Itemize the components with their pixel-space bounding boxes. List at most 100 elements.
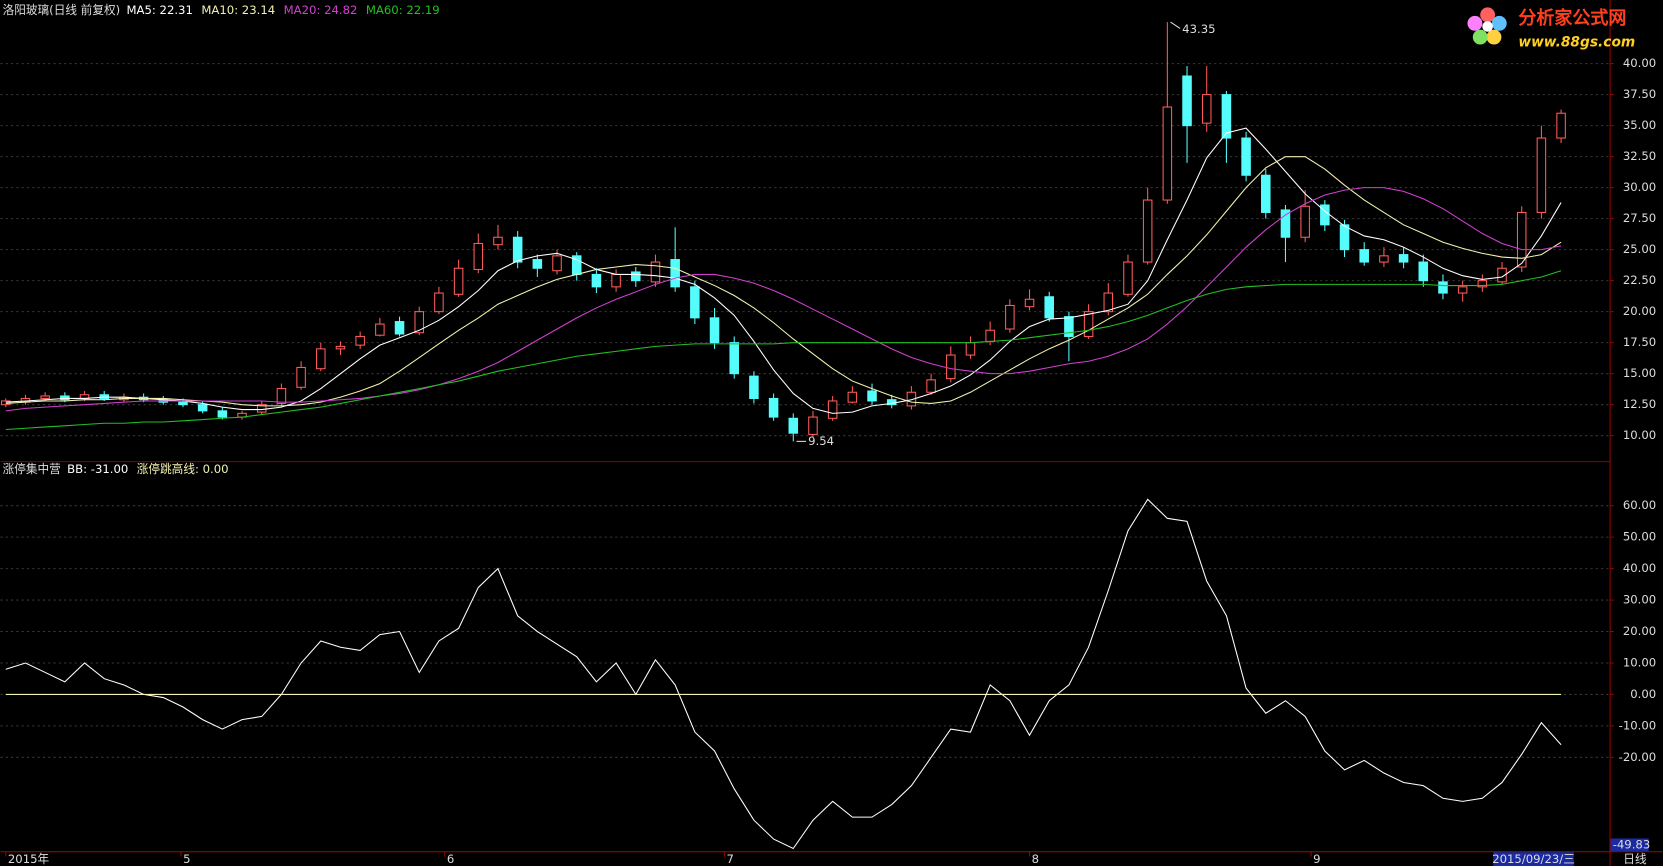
extreme-arrow	[1170, 21, 1181, 29]
candle-body	[1221, 94, 1232, 139]
y-tick-label: 10.00	[1623, 428, 1656, 442]
ma-line	[5, 127, 1562, 414]
ma-line	[5, 270, 1562, 431]
chart-title: 洛阳玻璃(日线 前复权)	[3, 3, 121, 17]
candle-body	[631, 271, 641, 282]
ma-line	[5, 187, 1562, 412]
candle-body	[788, 417, 799, 434]
y-tick-label: 15.00	[1623, 366, 1656, 380]
legend-entry: BB: -31.00	[67, 462, 128, 476]
watermark-url: www.88gs.com	[1518, 34, 1635, 50]
y-tick-label: 17.50	[1623, 335, 1656, 349]
candle-body	[1497, 267, 1507, 283]
candle-body	[532, 259, 543, 269]
y-tick-label: 30.00	[1623, 593, 1656, 607]
candle-body	[434, 292, 444, 313]
candle-body	[1044, 296, 1054, 319]
cursor-date-box	[1493, 852, 1574, 866]
candle-body	[1142, 199, 1153, 263]
candle-body	[1123, 261, 1133, 295]
candle-body	[473, 242, 484, 271]
candle-body	[1418, 261, 1429, 282]
x-tick-label: 9	[1313, 852, 1320, 866]
indicator-title: 涨停集中营	[3, 462, 61, 476]
x-tick-label: 7	[727, 852, 734, 866]
y-tick-label: 40.00	[1623, 56, 1656, 70]
candle-body	[1182, 75, 1192, 127]
candle-body	[552, 255, 562, 272]
candle-body	[60, 395, 70, 401]
candle-body	[1300, 205, 1310, 238]
y-tick-label: 37.50	[1623, 87, 1656, 101]
candle-body	[749, 375, 759, 399]
y-tick-label: 60.00	[1623, 498, 1656, 512]
y-tick-label: 40.00	[1623, 561, 1656, 575]
candle-body	[709, 317, 720, 344]
y-tick-label: 0.00	[1630, 687, 1656, 701]
x-tick-label: 8	[1032, 852, 1039, 866]
candle-body	[1438, 281, 1448, 294]
candle-body	[40, 395, 50, 399]
candle-body	[591, 273, 602, 288]
candle-body	[965, 342, 976, 356]
ma-line	[5, 156, 1562, 407]
y-tick-label: 10.00	[1623, 655, 1656, 669]
y-tick-label: 32.50	[1623, 149, 1656, 163]
legend-entry: MA60: 22.19	[366, 3, 440, 17]
candle-body	[1162, 106, 1173, 201]
axis-min-label: -49.83	[1613, 837, 1651, 851]
y-tick-label: 20.00	[1623, 624, 1656, 638]
indicator-line	[5, 498, 1562, 850]
x-tick-label: 2015年	[8, 852, 50, 866]
candle-body	[1280, 209, 1291, 238]
candle-body	[493, 236, 503, 246]
candle-body	[394, 321, 405, 335]
candle-body	[808, 416, 818, 435]
cursor-date: 2015/09/23/三	[1492, 852, 1575, 866]
candle-body	[906, 391, 917, 407]
y-tick-label: 50.00	[1623, 530, 1656, 544]
period-label: 日线	[1623, 852, 1647, 866]
candle-body	[1457, 286, 1468, 294]
candle-body	[217, 410, 228, 418]
candle-body	[1261, 174, 1271, 213]
y-tick-label: 27.50	[1623, 211, 1656, 225]
candle-body	[375, 323, 385, 336]
candle-body	[1083, 311, 1094, 337]
candle-body	[1064, 316, 1074, 337]
candle-body	[768, 397, 779, 418]
candle-body	[1241, 137, 1251, 176]
extreme-label: 9.54	[808, 434, 834, 448]
logo	[1467, 7, 1507, 45]
candle-body	[1398, 254, 1409, 263]
candle-body	[985, 329, 995, 342]
extreme-label: 43.35	[1182, 22, 1215, 36]
x-tick-label: 5	[183, 852, 190, 866]
x-tick-label: 6	[447, 852, 454, 866]
candle-body	[867, 390, 877, 402]
candle-body	[1359, 249, 1369, 263]
y-tick-label: 35.00	[1623, 118, 1656, 132]
candle-body	[178, 401, 188, 406]
candle-body	[1379, 255, 1389, 263]
y-tick-label: 22.50	[1623, 273, 1656, 287]
candle-body	[670, 259, 680, 288]
legend-entry: MA20: 24.82	[284, 3, 358, 17]
candle-body	[1024, 298, 1035, 308]
candle-body	[316, 348, 326, 370]
candle-body	[690, 286, 700, 319]
candle-body	[1556, 112, 1566, 139]
candle-body	[1339, 224, 1350, 251]
candle-body	[414, 311, 424, 334]
candle-body	[1201, 94, 1212, 124]
axis-min-box	[1610, 838, 1649, 852]
y-tick-label: -20.00	[1619, 750, 1657, 764]
y-tick-label: 20.00	[1623, 304, 1656, 318]
candle-body	[650, 261, 661, 283]
candle-body	[256, 404, 267, 413]
candle-body	[512, 236, 523, 263]
y-tick-label: -10.00	[1619, 718, 1657, 732]
candle-body	[1103, 292, 1114, 313]
candle-body	[99, 394, 110, 399]
y-tick-label: 25.00	[1623, 242, 1656, 256]
